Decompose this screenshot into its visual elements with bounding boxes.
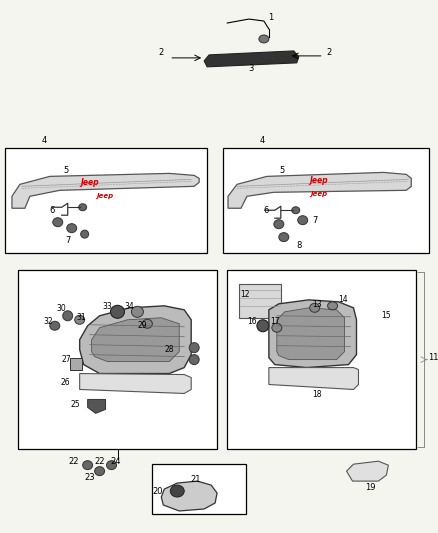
Ellipse shape <box>274 220 284 229</box>
Polygon shape <box>269 368 358 390</box>
Text: 12: 12 <box>240 290 250 300</box>
Text: 28: 28 <box>165 345 174 354</box>
Polygon shape <box>204 51 299 67</box>
Text: 21: 21 <box>190 474 201 483</box>
Ellipse shape <box>81 230 88 238</box>
Text: 3: 3 <box>248 64 254 74</box>
Text: 32: 32 <box>43 317 53 326</box>
Ellipse shape <box>328 302 338 310</box>
Ellipse shape <box>298 216 308 225</box>
Ellipse shape <box>50 321 60 330</box>
Text: 5: 5 <box>63 166 68 175</box>
Bar <box>18 270 217 449</box>
Ellipse shape <box>75 316 85 324</box>
Text: 5: 5 <box>279 166 284 175</box>
Polygon shape <box>80 306 191 374</box>
Text: 7: 7 <box>312 216 318 225</box>
Ellipse shape <box>95 467 105 475</box>
Text: 13: 13 <box>312 300 321 309</box>
Polygon shape <box>277 308 345 360</box>
Ellipse shape <box>189 343 199 353</box>
Ellipse shape <box>131 306 143 317</box>
Text: Jeep: Jeep <box>96 193 113 199</box>
Text: 23: 23 <box>84 473 95 482</box>
Ellipse shape <box>106 461 117 470</box>
Ellipse shape <box>142 319 152 328</box>
Text: 2: 2 <box>159 49 164 58</box>
Polygon shape <box>88 399 106 414</box>
Ellipse shape <box>189 354 199 365</box>
Ellipse shape <box>67 224 77 232</box>
Ellipse shape <box>279 232 289 241</box>
Ellipse shape <box>110 305 124 318</box>
Text: 1: 1 <box>268 13 273 21</box>
Ellipse shape <box>310 303 320 312</box>
Text: 15: 15 <box>381 311 391 320</box>
Ellipse shape <box>257 320 269 332</box>
Text: 34: 34 <box>124 302 134 311</box>
Text: 31: 31 <box>77 313 86 322</box>
Bar <box>152 464 246 514</box>
Polygon shape <box>269 300 357 368</box>
Bar <box>227 270 416 449</box>
Text: 20: 20 <box>152 487 162 496</box>
Text: 8: 8 <box>296 240 301 249</box>
Polygon shape <box>346 461 389 481</box>
Ellipse shape <box>79 204 87 211</box>
Ellipse shape <box>292 207 300 214</box>
Text: 25: 25 <box>71 400 81 409</box>
Text: 18: 18 <box>312 390 321 399</box>
Text: 7: 7 <box>65 236 71 245</box>
Text: 33: 33 <box>102 302 113 311</box>
Text: 19: 19 <box>365 482 376 491</box>
Text: 6: 6 <box>263 206 268 215</box>
Ellipse shape <box>272 323 282 332</box>
Polygon shape <box>161 481 217 511</box>
Text: 17: 17 <box>270 317 279 326</box>
Polygon shape <box>228 172 411 208</box>
Bar <box>5 148 207 253</box>
Text: 22: 22 <box>94 457 105 466</box>
Text: 30: 30 <box>57 304 67 313</box>
Ellipse shape <box>63 311 73 321</box>
Bar <box>239 284 281 318</box>
Text: 2: 2 <box>326 49 331 58</box>
Text: 27: 27 <box>62 355 71 364</box>
Polygon shape <box>12 173 199 208</box>
Text: 24: 24 <box>110 457 121 466</box>
Text: 6: 6 <box>49 206 54 215</box>
Ellipse shape <box>53 217 63 227</box>
Text: 4: 4 <box>41 136 46 145</box>
Ellipse shape <box>170 485 184 497</box>
Text: 14: 14 <box>338 295 347 304</box>
Text: 4: 4 <box>259 136 265 145</box>
Text: Jeep: Jeep <box>309 176 328 185</box>
Ellipse shape <box>83 461 92 470</box>
Text: 29: 29 <box>138 321 147 330</box>
Ellipse shape <box>259 35 269 43</box>
Polygon shape <box>80 374 191 393</box>
Text: Jeep: Jeep <box>310 191 327 197</box>
Text: 11: 11 <box>428 353 438 362</box>
Text: Jeep: Jeep <box>80 178 99 187</box>
Bar <box>223 148 429 253</box>
Text: 22: 22 <box>68 457 79 466</box>
Text: 16: 16 <box>247 317 257 326</box>
Bar <box>70 358 81 369</box>
Text: 26: 26 <box>61 378 71 387</box>
Polygon shape <box>92 318 179 361</box>
